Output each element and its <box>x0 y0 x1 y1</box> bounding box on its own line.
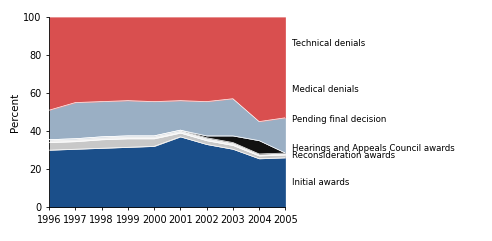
Text: Reconsideration awards: Reconsideration awards <box>292 151 396 160</box>
Text: Medical denials: Medical denials <box>292 85 359 94</box>
Text: Hearings and Appeals Council awards: Hearings and Appeals Council awards <box>292 144 455 153</box>
Text: Initial awards: Initial awards <box>292 178 350 187</box>
Text: Technical denials: Technical denials <box>292 39 366 48</box>
Text: Pending final decision: Pending final decision <box>292 115 387 124</box>
Y-axis label: Percent: Percent <box>10 93 20 132</box>
